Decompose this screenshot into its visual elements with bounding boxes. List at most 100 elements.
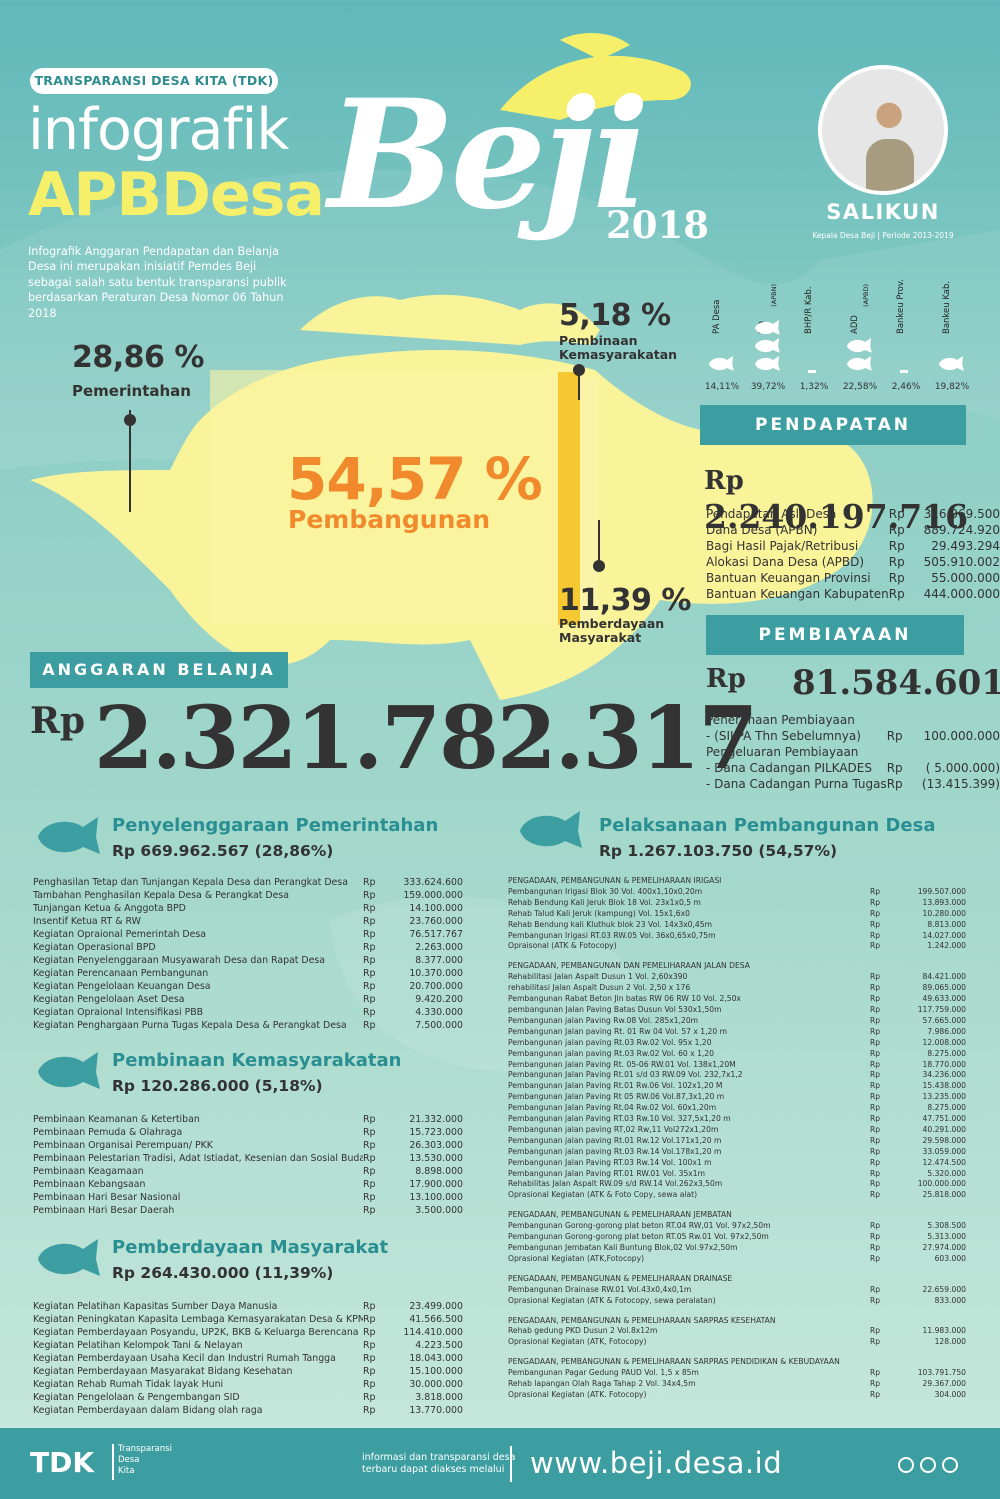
group-table: Pembangunan Gorong-gorong plat beton RT.… [508, 1221, 966, 1265]
group-header: PENGADAAN, PEMBANGUNAN DAN PEMELIHARAAN … [508, 961, 750, 971]
instagram-icon[interactable] [942, 1457, 958, 1473]
item-value: 14.100.000 [409, 903, 463, 914]
share-pembangunan-pct: 54,57 % [287, 445, 543, 513]
item-label: Oprasional Kegiatan (ATK,Fotocopy) [508, 1253, 645, 1263]
item-currency: Rp [870, 1253, 881, 1263]
item-label: Kegiatan Pemberdayaan Masyarakat Bidang … [33, 1366, 293, 1377]
footer-info: informasi dan transparansi desa terbaru … [362, 1452, 516, 1475]
income-fish [750, 336, 784, 360]
item-currency: Rp [870, 1092, 881, 1102]
twitter-icon[interactable] [920, 1457, 936, 1473]
item-label: Pembangunan Rabat Beton Jln batas RW 06 … [508, 994, 741, 1004]
item-label: pembangunan Jalan Paving Batas Dusun Vol… [508, 1004, 722, 1014]
item-value: 12.008.000 [922, 1037, 966, 1047]
table-row: Pembangunan jalan paving Rt.03 Rw.14 Vol… [508, 1147, 966, 1158]
table-row: Pembangunan Drainase RW.01 Vol.43x0,4x0,… [508, 1285, 966, 1296]
item-currency: Rp [363, 1205, 376, 1216]
item-value: 34.236.000 [922, 1070, 966, 1080]
item-value: 13.893.000 [922, 897, 966, 907]
table-row: Pembangunan Jalan Paving Rt.04 Rw.02 Vol… [508, 1103, 966, 1114]
item-label: Rehab Bendung kali Kluthuk blok 23 Vol. … [508, 919, 712, 929]
table-row: Pembinaan Hari Besar Daerah Rp 3.500.000 [33, 1204, 463, 1217]
finance-row: Penerimaan Pembiayaan [706, 712, 1000, 728]
finance-label: - Dana Cadangan PILKADES [706, 761, 872, 775]
item-label: Kegiatan Rehab Rumah Tidak layak Huni [33, 1379, 224, 1390]
finance-label: Pendapatan Asli Desa [706, 507, 837, 521]
item-label: Pembinaan Organisai Perempuan/ PKK [33, 1140, 213, 1151]
finance-row: - Dana Cadangan PILKADES Rp ( 5.000.000) [706, 760, 1000, 776]
table-row: Pembinaan Organisai Perempuan/ PKK Rp 26.3… [33, 1139, 463, 1152]
income-source-label: PA Desa [712, 299, 722, 334]
table-row: Tambahan Penghasilan Kepala Desa & Peran… [33, 889, 463, 902]
table-row: Pembinaan Pelestarian Tradisi, Adat Isti… [33, 1152, 463, 1165]
website-link[interactable]: www.beji.desa.id [530, 1446, 783, 1480]
item-value: 47.751.000 [922, 1114, 966, 1124]
pemberdayaan-title: Pemberdayaan Masyarakat [112, 1237, 389, 1258]
fish-icon [755, 338, 780, 353]
belanja-currency: Rp [30, 700, 86, 742]
table-row: Rehab lapangan Olah Raga Tahap 2 Vol. 34… [508, 1379, 966, 1390]
item-value: 10.280.000 [922, 908, 966, 918]
item-currency: Rp [870, 1037, 881, 1047]
income-fish [704, 354, 738, 378]
table-row: Kegiatan Pelatihan Kelompok Tani & Nelay… [33, 1339, 463, 1352]
item-currency: Rp [870, 1168, 881, 1178]
pembiayaan-header: PEMBIAYAAN [706, 615, 964, 655]
table-row: Pembangunan Pagar Gedung PAUD Vol. 1,5 x… [508, 1368, 966, 1379]
table-row: Kegiatan Pemberdayaan Masyarakat Bidang … [33, 1365, 463, 1378]
item-currency: Rp [363, 968, 376, 979]
facebook-icon[interactable] [898, 1457, 914, 1473]
income-source-column: Bankeu Kab. 19,82% [930, 270, 974, 398]
item-label: Pembangunan jalan paving Rt.03 Rw.02 Vol… [508, 1037, 712, 1047]
item-currency: Rp [870, 1179, 881, 1189]
table-row: Kegiatan Pemberdayaan Posyandu, UP2K, BK… [33, 1326, 463, 1339]
table-row: Rehabilitasi Jalan Aspalt Dusun 1 Vol. 2… [508, 972, 966, 983]
table-row: Insentif Ketua RT & RW Rp 23.760.000 [33, 915, 463, 928]
fish-icon [755, 320, 780, 335]
share-pemerintahan-label: Pemerintahan [72, 382, 191, 400]
item-currency: Rp [363, 903, 376, 914]
item-label: Pembinaan Keagamaan [33, 1166, 144, 1177]
item-label: Rehab lapangan Olah Raga Tahap 2 Vol. 34… [508, 1379, 696, 1389]
table-row: Pembinaan Pemuda & Olahraga Rp 15.723.000 [33, 1126, 463, 1139]
table-row: Pembangunan jalan Paving Rw.08 Vol. 285x… [508, 1016, 966, 1027]
item-label: Pembinaan Kebangsaan [33, 1179, 146, 1190]
finance-value: 55.000.000 [931, 571, 1000, 585]
connector-line [129, 410, 131, 512]
finance-currency: Rp [888, 555, 905, 569]
item-value: 8.813.000 [927, 919, 966, 929]
income-source-sub: (APBN) [770, 284, 778, 307]
income-source-label: Bankeu Kab. [942, 280, 952, 334]
item-currency: Rp [870, 897, 881, 907]
item-label: Pembangunan Jembatan Kali Buntung Blok,0… [508, 1243, 738, 1252]
share-pembinaan-pct: 5,18 % [559, 298, 671, 333]
finance-label: - (SILPA Thn Sebelumnya) [706, 729, 861, 743]
income-source-pct: 39,72% [750, 382, 786, 392]
table-row: Rehab Bendung kali Kluthuk blok 23 Vol. … [508, 920, 966, 931]
item-currency: Rp [363, 955, 376, 966]
item-currency: Rp [870, 1103, 881, 1113]
item-value: 18.770.000 [922, 1059, 966, 1069]
item-label: Pembangunan Pagar Gedung PAUD Vol. 1,5 x… [508, 1368, 699, 1378]
group-header: PENGADAAN, PEMBANGUNAN & PEMELIHARAAN JE… [508, 1210, 732, 1220]
table-row: Kegiatan Penghargaan Purna Tugas Kepala … [33, 1019, 463, 1032]
item-label: Kegiatan Pelatihan Kelompok Tani & Nelay… [33, 1340, 243, 1351]
item-label: Kegiatan Pengelolaan Keuangan Desa [33, 981, 211, 992]
item-currency: Rp [363, 1127, 376, 1138]
item-value: 33.059.000 [922, 1146, 966, 1156]
share-pemberdayaan-label: Pemberdayaan Masyarakat [559, 616, 665, 645]
item-value: 304.000 [934, 1389, 966, 1399]
item-label: Pembangunan jalan paving Rt.01 Rw.12 Vol… [508, 1135, 722, 1145]
item-currency: Rp [870, 1157, 881, 1167]
income-source-column: BHP/R Kab. 1,32% [792, 270, 836, 398]
finance-row: Bantuan Keuangan Kabupaten Rp 444.000.000 [706, 586, 1000, 602]
year: 2018 [606, 203, 709, 247]
item-currency: Rp [870, 1284, 881, 1294]
group-table: Pembangunan Pagar Gedung PAUD Vol. 1,5 x… [508, 1368, 966, 1401]
group-table: Pembangunan Drainase RW.01 Vol.43x0,4x0,… [508, 1285, 966, 1307]
pemerintah-table: Penghasilan Tetap dan Tunjangan Kepala D… [33, 876, 463, 1032]
item-value: 29.367.000 [922, 1379, 966, 1389]
item-currency: Rp [870, 1232, 881, 1242]
finance-label: - Dana Cadangan Purna Tugas [706, 777, 887, 791]
table-row: Pembinaan Kebangsaan Rp 17.900.000 [33, 1178, 463, 1191]
